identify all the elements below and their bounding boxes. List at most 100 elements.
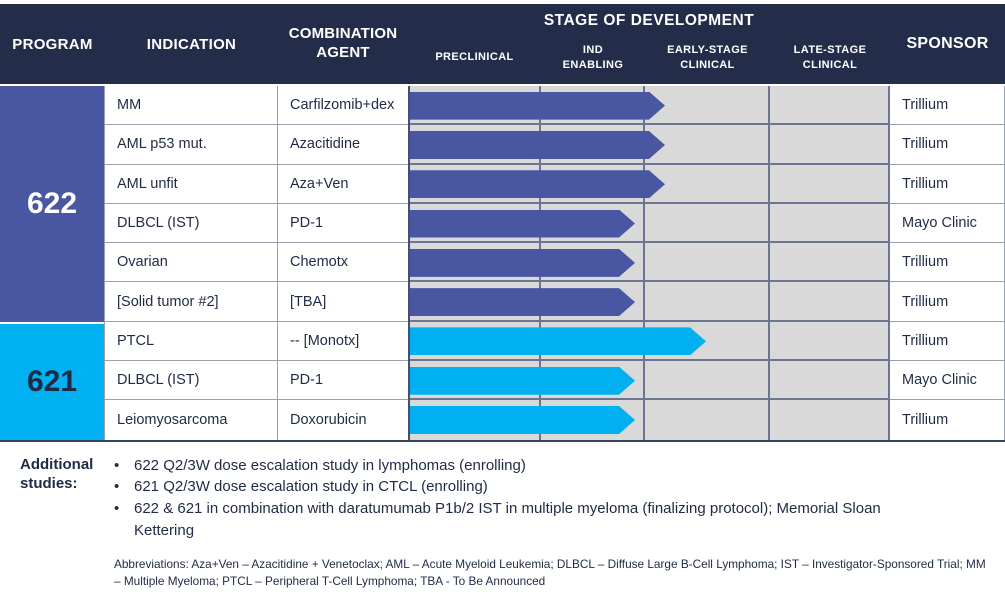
stage-cell-late-clinical [770, 125, 890, 165]
stage-cell-late-clinical [770, 86, 890, 126]
stage-track [408, 282, 890, 322]
progress-arrow [410, 210, 635, 238]
progress-arrow [410, 249, 635, 277]
progress-arrow [410, 92, 665, 120]
bullet-item: • 621 Q2/3W dose escalation study in CTC… [114, 476, 894, 498]
additional-studies-list: • 622 Q2/3W dose escalation study in lym… [114, 455, 894, 542]
agent-cell: Chemotx [278, 243, 408, 283]
sponsor-cell: Trillium [890, 243, 1005, 283]
progress-arrow [410, 367, 635, 395]
stage-of-development-title: STAGE OF DEVELOPMENT [543, 12, 755, 29]
stage-cell-late-clinical [770, 321, 890, 362]
indication-cell: MM [105, 86, 278, 126]
indication-cell: PTCL [105, 321, 278, 362]
indication-cell: DLBCL (IST) [105, 361, 278, 401]
sponsor-cell: Trillium [890, 86, 1005, 126]
table-row: [Solid tumor #2] [TBA] Trillium [105, 282, 1005, 322]
table-row: Ovarian Chemotx Trillium [105, 243, 1005, 283]
bullet-icon: • [114, 500, 120, 518]
stage-cell-late-clinical [770, 282, 890, 322]
sponsor-cell: Mayo Clinic [890, 203, 1005, 244]
stage-cell-early-clinical [645, 125, 770, 165]
abbreviations-text: Abbreviations: Aza+Ven – Azacitidine + V… [114, 556, 986, 589]
table-row: AML unfit Aza+Ven Trillium [105, 164, 1005, 204]
table-body: 622 621 MM Carfilzomib+dex Trillium AML … [0, 86, 1005, 442]
top-margin-strip [0, 0, 1005, 4]
stage-track [408, 203, 890, 244]
header-sponsor: SPONSOR [906, 35, 989, 52]
stage-track [408, 86, 890, 126]
header-preclinical: PRECLINICAL [435, 51, 514, 64]
indication-cell: DLBCL (IST) [105, 203, 278, 244]
pipeline-table: PROGRAM INDICATION COMBINATION AGENT STA… [0, 0, 1005, 442]
bullet-text: 622 Q2/3W dose escalation study in lymph… [134, 456, 526, 474]
program-cell-622: 622 [0, 86, 104, 322]
sponsor-cell: Trillium [890, 282, 1005, 322]
table-row: MM Carfilzomib+dex Trillium [105, 86, 1005, 126]
stage-subheaders: PRECLINICAL IND ENABLING EARLY-STAGE CLI… [408, 35, 890, 84]
additional-studies-section: Additional studies: • 622 Q2/3W dose esc… [20, 455, 1005, 542]
stage-track [408, 164, 890, 204]
bullet-item: • 622 Q2/3W dose escalation study in lym… [114, 455, 894, 477]
indication-cell: [Solid tumor #2] [105, 282, 278, 322]
stage-cell-late-clinical [770, 203, 890, 244]
sponsor-cell: Trillium [890, 400, 1005, 440]
agent-cell: PD-1 [278, 203, 408, 244]
stage-cell-late-clinical [770, 400, 890, 440]
table-row: Leiomyosarcoma Doxorubicin Trillium [105, 400, 1005, 440]
stage-cell-late-clinical [770, 164, 890, 204]
stage-cell-early-clinical [645, 282, 770, 322]
stage-cell-early-clinical [645, 361, 770, 401]
indication-cell: Leiomyosarcoma [105, 400, 278, 440]
bullet-icon: • [114, 478, 120, 496]
progress-arrow [410, 131, 665, 159]
progress-arrow [410, 406, 635, 434]
header-early-stage-clinical: EARLY-STAGE CLINICAL [667, 43, 748, 71]
additional-studies-label: Additional studies: [20, 455, 94, 493]
program-column: 622 621 [0, 86, 105, 440]
agent-cell: Azacitidine [278, 125, 408, 165]
stage-cell-early-clinical [645, 243, 770, 283]
bullet-text: 622 & 621 in combination with daratumuma… [134, 500, 881, 539]
sponsor-cell: Trillium [890, 125, 1005, 165]
agent-cell: -- [Monotx] [278, 321, 408, 362]
header-ind-enabling: IND ENABLING [562, 43, 624, 71]
stage-track [408, 400, 890, 440]
header-indication: INDICATION [146, 35, 237, 53]
header-combination-agent: COMBINATION AGENT [288, 25, 398, 61]
agent-cell: PD-1 [278, 361, 408, 401]
stage-cell-early-clinical [645, 86, 770, 126]
sponsor-cell: Trillium [890, 164, 1005, 204]
bullet-text: 621 Q2/3W dose escalation study in CTCL … [134, 478, 488, 496]
bullet-icon: • [114, 456, 120, 474]
stage-cell-late-clinical [770, 361, 890, 401]
header-late-stage-clinical: LATE-STAGE CLINICAL [793, 43, 867, 71]
table-row: DLBCL (IST) PD-1 Mayo Clinic [105, 203, 1005, 244]
header-program: PROGRAM [12, 35, 93, 53]
header-stage-group: STAGE OF DEVELOPMENT PRECLINICAL IND ENA… [408, 4, 890, 84]
stage-track [408, 361, 890, 401]
progress-arrow [410, 170, 665, 198]
agent-cell: Carfilzomib+dex [278, 86, 408, 126]
stage-track [408, 125, 890, 165]
sponsor-cell: Trillium [890, 321, 1005, 362]
sponsor-cell: Mayo Clinic [890, 361, 1005, 401]
progress-arrow [410, 327, 706, 355]
stage-cell-early-clinical [645, 203, 770, 244]
progress-arrow [410, 288, 635, 316]
stage-cell-late-clinical [770, 243, 890, 283]
indication-cell: Ovarian [105, 243, 278, 283]
table-row: PTCL -- [Monotx] Trillium [105, 321, 1005, 362]
table-row: AML p53 mut. Azacitidine Trillium [105, 125, 1005, 165]
program-cell-621: 621 [0, 321, 104, 440]
table-row: DLBCL (IST) PD-1 Mayo Clinic [105, 361, 1005, 401]
agent-cell: Doxorubicin [278, 400, 408, 440]
stage-track [408, 243, 890, 283]
bullet-item: • 622 & 621 in combination with daratumu… [114, 498, 894, 542]
stage-cell-early-clinical [645, 400, 770, 440]
agent-cell: Aza+Ven [278, 164, 408, 204]
stage-cell-early-clinical [645, 164, 770, 204]
agent-cell: [TBA] [278, 282, 408, 322]
indication-cell: AML unfit [105, 164, 278, 204]
stage-track [408, 321, 890, 362]
